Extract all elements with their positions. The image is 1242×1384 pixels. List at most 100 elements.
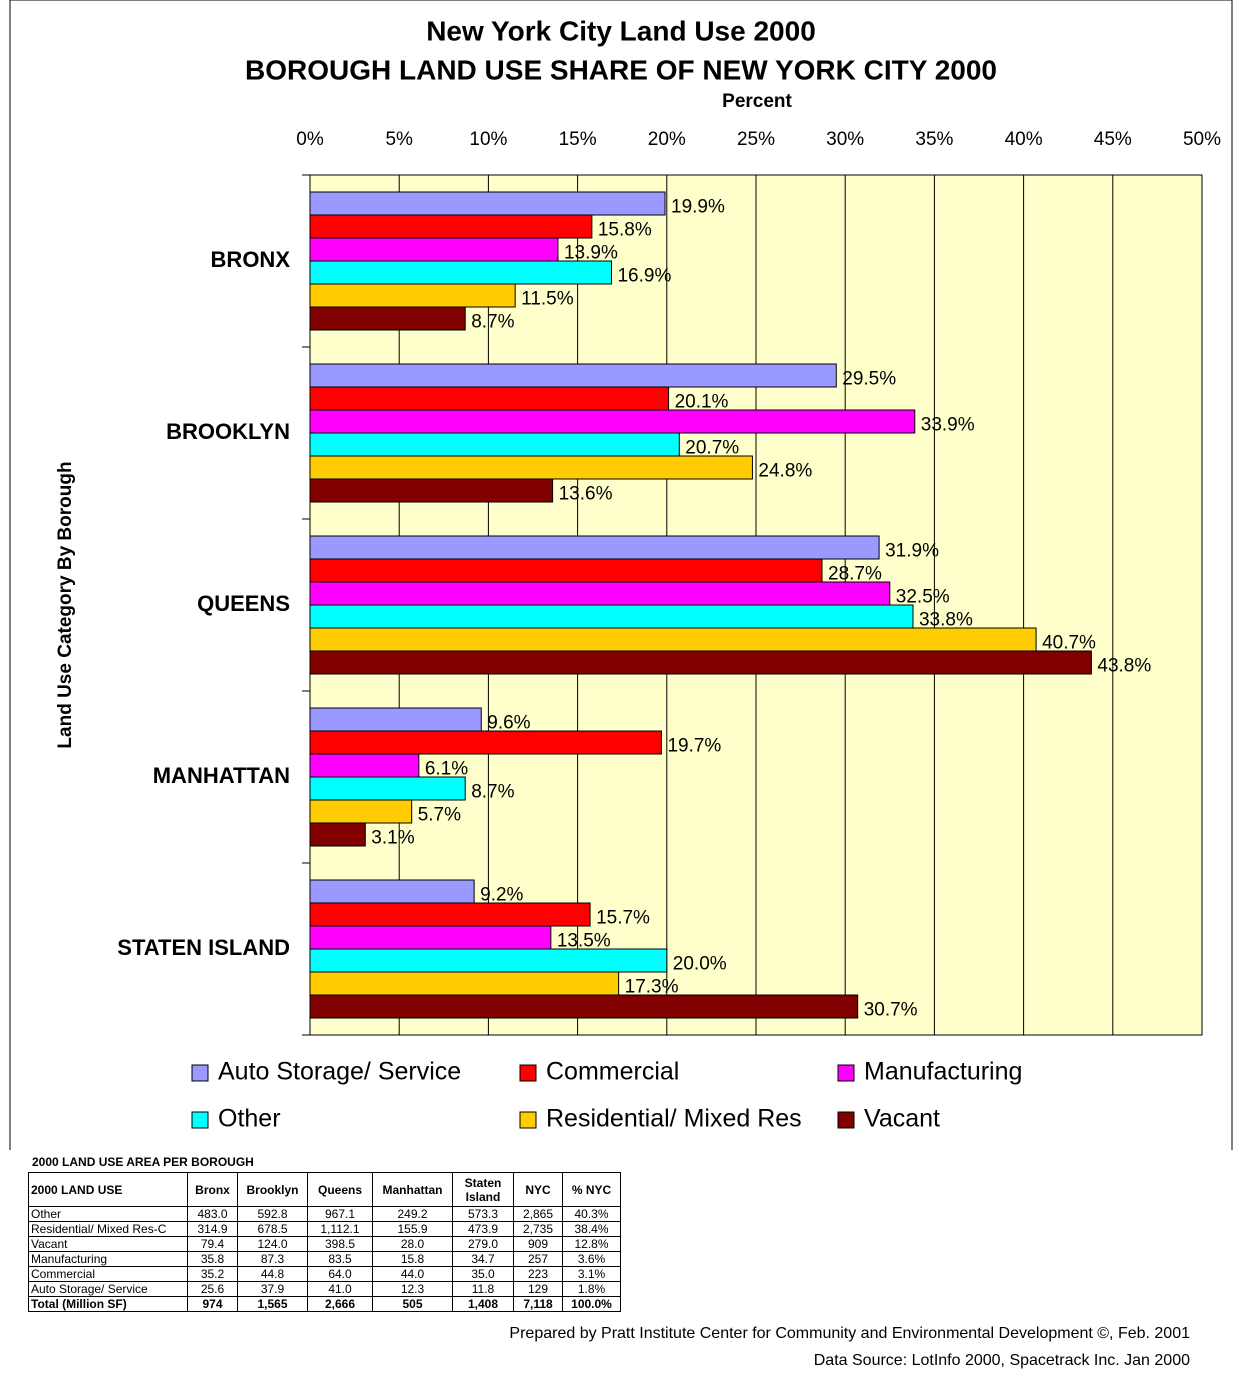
legend-label: Auto Storage/ Service xyxy=(218,1058,461,1086)
legend-swatch xyxy=(191,1064,209,1082)
data-label: 3.1% xyxy=(371,828,414,849)
y-axis-label: Land Use Category By Borough xyxy=(55,461,76,748)
data-label: 43.8% xyxy=(1097,656,1151,677)
bar xyxy=(309,650,1092,675)
legend-swatch xyxy=(837,1064,855,1082)
footnote: Prepared by Pratt Institute Center for C… xyxy=(509,1325,1190,1342)
data-label: 19.9% xyxy=(671,197,725,218)
legend-swatch xyxy=(837,1111,855,1129)
legend-swatch xyxy=(519,1111,537,1129)
bar xyxy=(309,753,420,778)
table-cell: 28.0 xyxy=(372,1236,453,1252)
bar xyxy=(309,707,482,732)
data-label: 20.1% xyxy=(675,392,729,413)
bar xyxy=(309,558,823,583)
table-cell: 2,735 xyxy=(513,1221,563,1237)
table-cell: Commercial xyxy=(28,1266,188,1282)
bar xyxy=(309,971,620,996)
table-row: Other 483.0 592.8 967.1 249.2 573.3 2,865 40.3% xyxy=(28,1206,621,1222)
x-tick-label: 0% xyxy=(296,129,324,150)
table-cell: NYC xyxy=(513,1172,563,1207)
table-cell: 473.9 xyxy=(452,1221,514,1237)
table-cell: 314.9 xyxy=(187,1221,238,1237)
x-tick-label: 30% xyxy=(826,129,864,150)
table-cell: 124.0 xyxy=(237,1236,308,1252)
table-cell: 34.7 xyxy=(452,1251,514,1267)
table-cell: Residential/ Mixed Res-C xyxy=(28,1221,188,1237)
table-cell: 35.8 xyxy=(187,1251,238,1267)
bar xyxy=(309,535,880,560)
bar xyxy=(309,260,612,285)
table-cell: 279.0 xyxy=(452,1236,514,1252)
x-tick-label: 5% xyxy=(385,129,413,150)
bar xyxy=(309,604,914,629)
table-cell: 505 xyxy=(372,1296,453,1312)
data-label: 8.7% xyxy=(471,782,514,803)
table-cell: 7,118 xyxy=(513,1296,563,1312)
bar xyxy=(309,879,475,904)
table-cell: 35.0 xyxy=(452,1266,514,1282)
chart-title: New York City Land Use 2000 xyxy=(426,15,816,46)
table-cell: 678.5 xyxy=(237,1221,308,1237)
table-cell: Other xyxy=(28,1206,188,1222)
table-cell: 83.5 xyxy=(307,1251,373,1267)
legend-swatch xyxy=(191,1111,209,1129)
bar xyxy=(309,214,593,239)
footnote: Data Source: LotInfo 2000, Spacetrack In… xyxy=(813,1352,1190,1369)
bar xyxy=(309,994,859,1019)
data-label: 31.9% xyxy=(885,541,939,562)
bar xyxy=(309,478,554,503)
data-label: 20.0% xyxy=(673,954,727,975)
table-cell: 155.9 xyxy=(372,1221,453,1237)
frame xyxy=(9,0,1233,1150)
bar xyxy=(309,948,668,973)
table-cell: 1,112.1 xyxy=(307,1221,373,1237)
table-cell: 44.8 xyxy=(237,1266,308,1282)
chart-subtitle: BOROUGH LAND USE SHARE OF NEW YORK CITY … xyxy=(245,54,997,85)
data-label: 9.6% xyxy=(487,713,530,734)
bar xyxy=(309,363,837,388)
table-cell: 40.3% xyxy=(562,1206,621,1222)
data-label: 13.5% xyxy=(557,931,611,952)
table-cell: 15.8 xyxy=(372,1251,453,1267)
table-cell: 100.0% xyxy=(562,1296,621,1312)
chart: New York City Land Use 2000 BOROUGH LAND… xyxy=(9,0,1233,1150)
bar xyxy=(309,432,680,457)
x-tick-label: 35% xyxy=(915,129,953,150)
table-cell: Manhattan xyxy=(372,1172,453,1207)
table-cell: 3.1% xyxy=(562,1266,621,1282)
bar xyxy=(309,237,559,262)
table-row: Auto Storage/ Service 25.6 37.9 41.0 12.3 11.… xyxy=(28,1281,621,1297)
table-cell: 2,666 xyxy=(307,1296,373,1312)
legend-label: Commercial xyxy=(546,1058,679,1086)
bar xyxy=(309,902,591,927)
y-tick-label: STATEN ISLAND xyxy=(117,935,290,960)
data-label: 13.6% xyxy=(559,484,613,505)
bar xyxy=(309,627,1037,652)
table-cell: 1,408 xyxy=(452,1296,514,1312)
x-tick-label: 50% xyxy=(1183,129,1221,150)
bar xyxy=(309,776,466,801)
table-cell: 35.2 xyxy=(187,1266,238,1282)
data-label: 24.8% xyxy=(758,461,812,482)
x-axis-label: Percent xyxy=(722,91,792,112)
table-cell: 483.0 xyxy=(187,1206,238,1222)
data-label: 17.3% xyxy=(625,977,679,998)
table-cell: Bronx xyxy=(187,1172,238,1207)
table-cell: 37.9 xyxy=(237,1281,308,1297)
table-cell: 1.8% xyxy=(562,1281,621,1297)
legend-label: Other xyxy=(218,1105,281,1133)
table-title: 2000 LAND USE AREA PER BOROUGH xyxy=(32,1155,254,1169)
table-cell: Queens xyxy=(307,1172,373,1207)
table-cell: Brooklyn xyxy=(237,1172,308,1207)
bar xyxy=(309,283,516,308)
bar xyxy=(309,730,662,755)
x-tick-label: 10% xyxy=(469,129,507,150)
table-cell: 257 xyxy=(513,1251,563,1267)
y-tick-label: MANHATTAN xyxy=(153,763,290,788)
data-label: 33.8% xyxy=(919,610,973,631)
table-row: Vacant 79.4 124.0 398.5 28.0 279.0 909 12.8% xyxy=(28,1236,621,1252)
data-label: 11.5% xyxy=(521,289,574,310)
table-cell: 967.1 xyxy=(307,1206,373,1222)
legend-label: Residential/ Mixed Res xyxy=(546,1105,802,1133)
